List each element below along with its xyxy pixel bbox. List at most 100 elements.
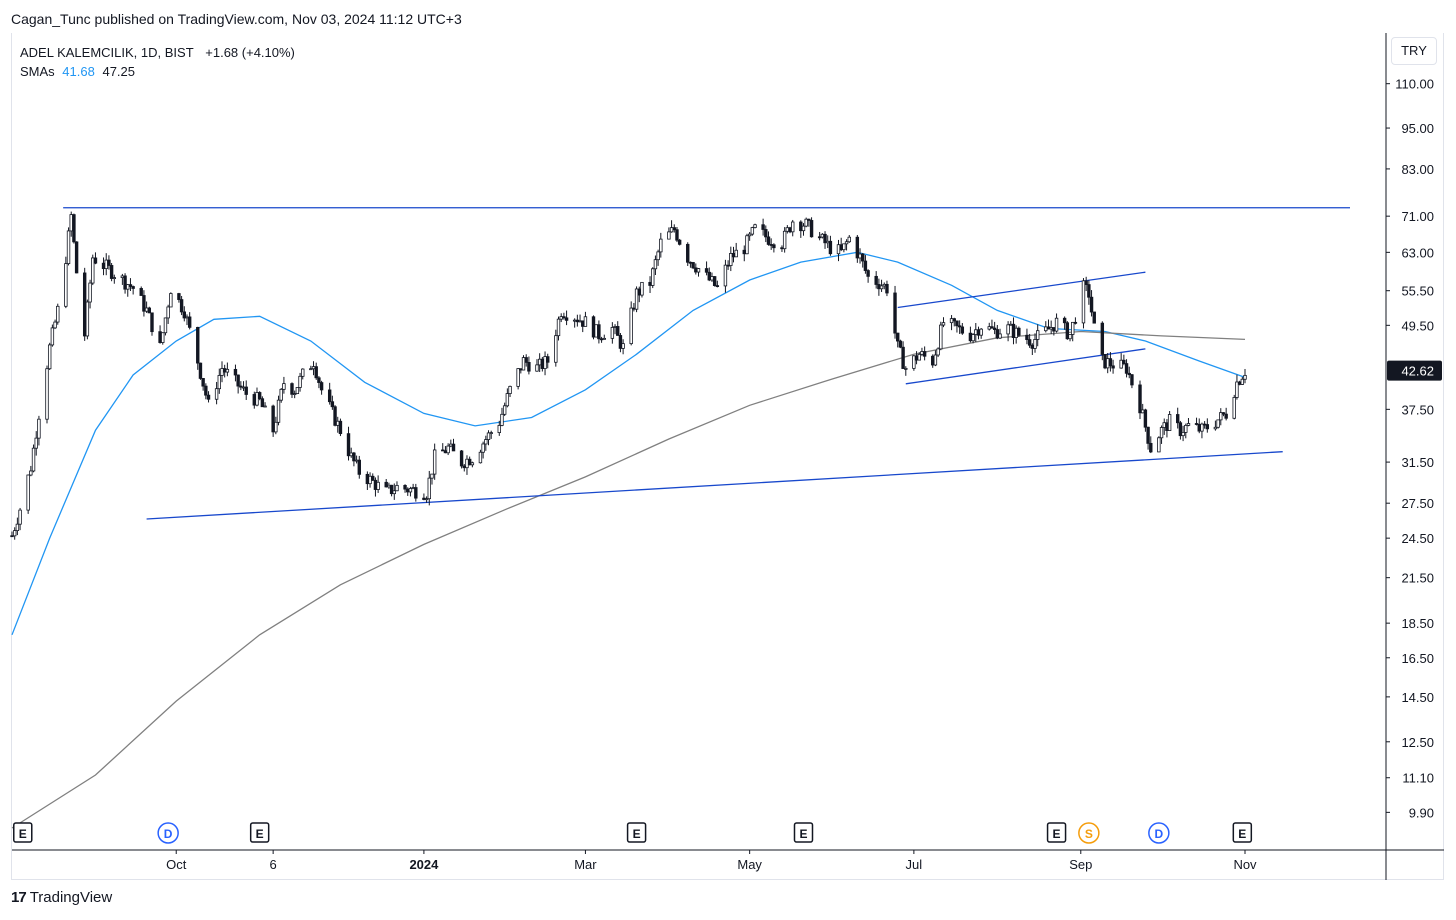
- sma-label[interactable]: SMAs: [20, 64, 55, 79]
- candle-body: [1103, 354, 1107, 369]
- candle-body: [564, 317, 569, 321]
- x-tick-label: Mar: [574, 857, 597, 872]
- candle-body: [952, 318, 956, 322]
- candle-body: [879, 285, 884, 290]
- candle-body: [45, 368, 49, 420]
- candle-body: [204, 385, 208, 396]
- candle-body: [546, 356, 550, 363]
- candle-body: [354, 459, 359, 462]
- candle-body: [85, 301, 90, 337]
- candle-body: [1049, 327, 1053, 330]
- candle-body: [1205, 424, 1210, 430]
- candle-body: [1054, 317, 1059, 332]
- candle-body: [920, 351, 924, 355]
- candle-body: [637, 288, 641, 296]
- candle-body: [144, 307, 149, 312]
- candle-body: [519, 368, 523, 371]
- candle-body: [424, 498, 429, 501]
- y-tick-label: 49.50: [1401, 318, 1434, 333]
- candle-body: [384, 481, 388, 488]
- tradingview-brand[interactable]: 17 TradingView: [11, 889, 112, 906]
- candle-body: [863, 260, 868, 271]
- split-event-marker: [1078, 822, 1100, 844]
- candle-body: [430, 473, 434, 479]
- candle-body: [459, 450, 464, 467]
- symbol-label[interactable]: ADEL KALEMCILIK, 1D, BIST: [20, 45, 194, 60]
- y-tick-label: 83.00: [1401, 162, 1434, 177]
- candle-body: [330, 401, 335, 408]
- chart-legend: ADEL KALEMCILIK, 1D, BIST +1.68 (+4.10%)…: [20, 43, 295, 81]
- candle-body: [169, 293, 173, 308]
- candle-body: [594, 324, 598, 338]
- earnings-event-marker: [793, 822, 814, 843]
- candle-body: [516, 368, 520, 387]
- candle-body: [1159, 427, 1164, 439]
- candle-body: [1224, 413, 1228, 419]
- candle-body: [26, 474, 30, 511]
- candle-body: [484, 439, 488, 445]
- candle-body: [1178, 422, 1183, 437]
- candle-body: [292, 393, 297, 396]
- candle-body: [1014, 327, 1018, 338]
- candle-body: [877, 284, 881, 290]
- candle-body: [1006, 324, 1010, 335]
- candle-body: [481, 443, 485, 453]
- candle-body: [896, 332, 900, 342]
- candle-body: [1122, 359, 1126, 364]
- candle-body: [1068, 334, 1072, 340]
- candle-body: [239, 385, 243, 388]
- candle-body: [47, 344, 52, 370]
- event-marker-label: E: [19, 827, 27, 841]
- x-tick-label: May: [737, 857, 762, 872]
- candle-body: [101, 262, 106, 270]
- y-tick-label: 16.50: [1401, 651, 1434, 666]
- candle-body: [591, 316, 596, 338]
- candle-body: [220, 368, 224, 376]
- price-change: +1.68 (+4.10%): [205, 45, 295, 60]
- candle-body: [104, 259, 108, 270]
- candle-body: [710, 276, 714, 281]
- candle-body: [677, 239, 682, 245]
- candle-body: [1130, 374, 1134, 386]
- candle-body: [696, 268, 701, 273]
- candle-body: [29, 470, 33, 476]
- candle-body: [1087, 284, 1091, 298]
- x-tick-label: Oct: [166, 857, 187, 872]
- candle-body: [233, 368, 238, 376]
- candle-body: [177, 293, 181, 300]
- tradingview-logo-icon: 17: [11, 889, 27, 906]
- candle-body: [338, 420, 343, 435]
- candle-body: [279, 388, 283, 401]
- y-tick-label: 21.50: [1401, 571, 1434, 586]
- candle-body: [559, 316, 563, 320]
- sma-fast-line: [11, 251, 1246, 636]
- candle-body: [535, 364, 539, 372]
- candle-body: [914, 355, 919, 361]
- currency-button[interactable]: TRY: [1391, 37, 1437, 65]
- candle-body: [1011, 323, 1016, 338]
- candle-body: [995, 329, 1000, 339]
- candle-body: [826, 240, 830, 244]
- candle-body: [187, 316, 192, 328]
- candle-body: [540, 358, 545, 369]
- candle-body: [357, 459, 361, 475]
- candle-body: [1027, 339, 1032, 346]
- candle-body: [1046, 326, 1051, 330]
- event-marker-label: D: [1155, 827, 1164, 841]
- candle-body: [1073, 321, 1078, 324]
- y-tick-label: 27.50: [1401, 496, 1434, 511]
- candle-body: [53, 321, 57, 329]
- candle-body: [1240, 378, 1245, 385]
- candle-body: [131, 286, 135, 289]
- candle-body: [1141, 409, 1145, 414]
- candle-body: [298, 375, 302, 388]
- candle-body: [968, 332, 973, 342]
- candle-body: [465, 458, 469, 469]
- candle-body: [56, 305, 60, 323]
- candle-body: [276, 399, 281, 423]
- candle-body: [974, 329, 978, 335]
- candle-body: [820, 233, 825, 238]
- candle-body: [408, 488, 413, 493]
- earnings-event-marker: [1232, 822, 1253, 843]
